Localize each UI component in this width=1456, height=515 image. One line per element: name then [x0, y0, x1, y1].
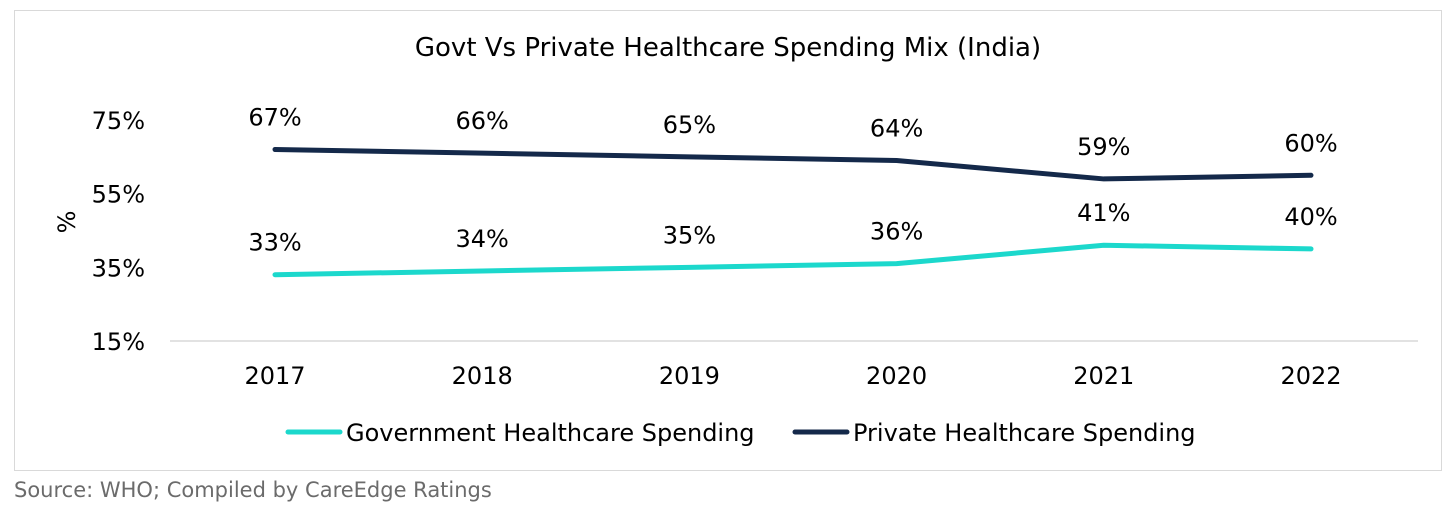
data-label: 65%	[663, 111, 716, 139]
x-tick-label: 2018	[452, 362, 513, 390]
data-label: 36%	[870, 218, 923, 246]
series-line-private	[272, 146, 1314, 182]
source-note: Source: WHO; Compiled by CareEdge Rating…	[14, 478, 492, 502]
data-label: 41%	[1077, 199, 1130, 227]
legend-label: Private Healthcare Spending	[853, 419, 1196, 447]
y-tick-label: 15%	[92, 328, 145, 356]
data-label: 35%	[663, 221, 716, 249]
x-tick-label: 2020	[866, 362, 927, 390]
legend-label: Government Healthcare Spending	[346, 419, 755, 447]
x-tick-label: 2017	[244, 362, 305, 390]
data-label: 66%	[456, 107, 509, 135]
y-tick-label: 35%	[92, 254, 145, 282]
x-tick-label: 2019	[659, 362, 720, 390]
y-tick-label: 55%	[92, 181, 145, 209]
x-tick-label: 2021	[1073, 362, 1134, 390]
data-label: 40%	[1284, 203, 1337, 231]
data-label: 33%	[248, 229, 301, 257]
data-label: 60%	[1284, 129, 1337, 157]
line-chart: Govt Vs Private Healthcare Spending Mix …	[53, 33, 1418, 447]
chart-title: Govt Vs Private Healthcare Spending Mix …	[415, 33, 1041, 63]
y-tick-label: 75%	[92, 107, 145, 135]
data-label: 67%	[248, 103, 301, 131]
data-label: 64%	[870, 115, 923, 143]
chart-frame	[14, 10, 1442, 471]
data-label: 34%	[456, 225, 509, 253]
x-tick-label: 2022	[1280, 362, 1341, 390]
data-label: 59%	[1077, 133, 1130, 161]
y-axis-label: %	[53, 211, 81, 234]
series-line-government	[272, 242, 1314, 278]
